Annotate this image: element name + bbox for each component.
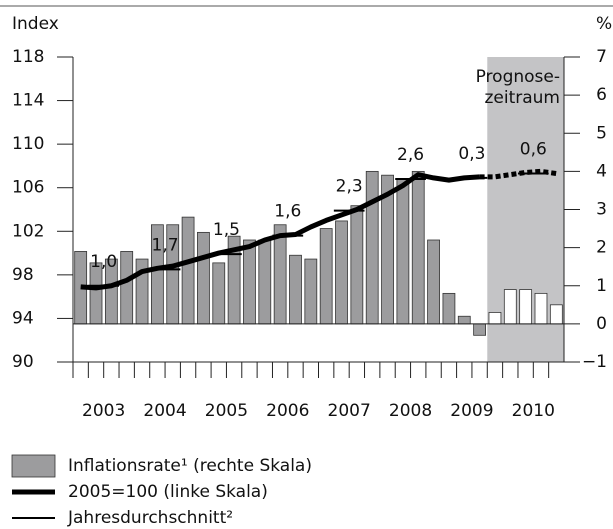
x-tick-label: 2008 xyxy=(389,401,432,421)
x-tick-label: 2010 xyxy=(512,401,555,421)
bar xyxy=(273,224,287,325)
y2-axis-title: % xyxy=(596,14,612,34)
bar xyxy=(442,292,456,325)
y-axis-title: Index xyxy=(12,14,59,34)
y2-tick-label: 0 xyxy=(596,314,607,334)
bar xyxy=(457,315,471,325)
growth-label: 1,5 xyxy=(213,220,240,240)
y2-tick-label: 4 xyxy=(596,161,607,181)
bar xyxy=(396,178,410,325)
y-tick-label: 106 xyxy=(12,178,44,198)
y2-tick-label: 7 xyxy=(596,47,607,67)
legend-label: Jahresdurchschnitt² xyxy=(67,508,233,528)
bar xyxy=(365,170,379,325)
forecast-label: Prognose- xyxy=(476,67,560,87)
legend-label: Inflationsrate¹ (rechte Skala) xyxy=(68,456,312,476)
y-tick-label: 118 xyxy=(12,47,44,67)
bar xyxy=(258,239,272,325)
y-tick-label: 102 xyxy=(12,221,44,241)
growth-label: 0,3 xyxy=(458,144,485,164)
bar xyxy=(427,239,440,325)
bar xyxy=(411,170,425,325)
bar xyxy=(197,231,210,325)
bar xyxy=(120,251,134,325)
bar xyxy=(335,220,348,325)
bar xyxy=(519,289,533,325)
bar xyxy=(549,304,563,325)
y2-tick-label: 5 xyxy=(596,123,607,143)
legend-swatch xyxy=(11,454,56,478)
y-tick-label: 114 xyxy=(12,91,44,111)
bar xyxy=(304,258,318,325)
bar xyxy=(503,289,517,325)
y-tick-label: 90 xyxy=(12,352,34,372)
bar xyxy=(243,239,256,325)
bar xyxy=(89,262,103,325)
index-forecast-line xyxy=(479,168,557,180)
bar xyxy=(289,254,302,325)
y2-tick-label: 3 xyxy=(596,200,607,220)
x-tick-label: 2005 xyxy=(205,401,248,421)
bar xyxy=(473,323,486,336)
bar xyxy=(488,312,502,325)
y2-tick-label: −1 xyxy=(582,352,607,372)
bar xyxy=(534,292,548,325)
growth-label: 1,7 xyxy=(152,235,179,255)
x-tick-label: 2004 xyxy=(143,401,186,421)
x-tick-label: 2006 xyxy=(266,401,309,421)
y-tick-label: 94 xyxy=(12,308,34,328)
growth-label: 0,6 xyxy=(520,140,547,160)
y-tick-label: 110 xyxy=(12,134,44,154)
growth-label: 1,0 xyxy=(90,252,117,272)
growth-label: 2,3 xyxy=(336,177,363,197)
x-tick-label: 2009 xyxy=(450,401,493,421)
bar xyxy=(350,205,364,325)
legend-label: 2005=100 (linke Skala) xyxy=(68,482,268,502)
y2-tick-label: 1 xyxy=(596,276,607,296)
bar xyxy=(181,216,195,325)
growth-label: 2,6 xyxy=(397,145,424,165)
x-tick-label: 2007 xyxy=(328,401,371,421)
bar xyxy=(212,262,226,325)
x-tick-label: 2003 xyxy=(82,401,125,421)
growth-label: 1,6 xyxy=(274,202,301,222)
forecast-label: zeitraum xyxy=(484,88,560,108)
y2-tick-label: 2 xyxy=(596,238,607,258)
bar xyxy=(319,228,333,325)
y-tick-label: 98 xyxy=(12,265,34,285)
y2-tick-label: 6 xyxy=(596,85,607,105)
